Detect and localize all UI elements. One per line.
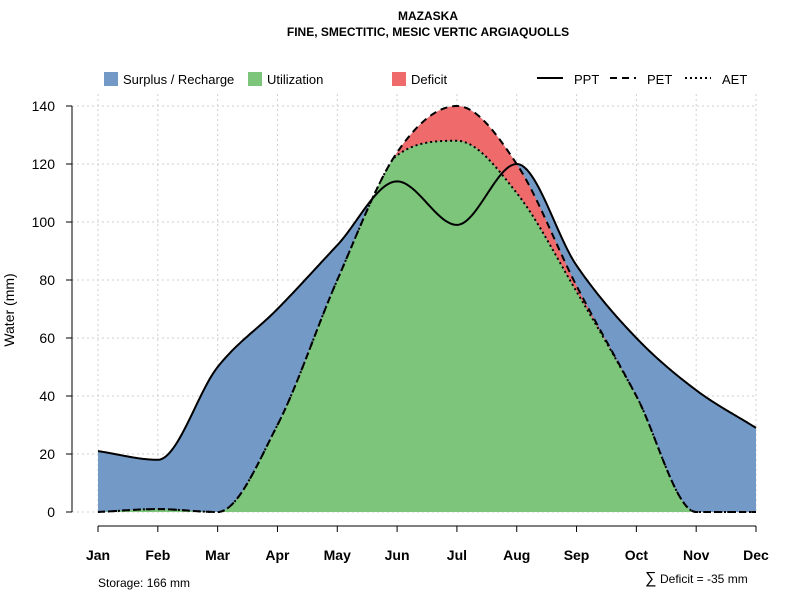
x-tick-label-jul: Jul [447, 547, 467, 563]
y-tick-label: 100 [32, 214, 56, 230]
x-tick-label-may: May [324, 547, 351, 563]
legend-swatch-0 [104, 72, 118, 86]
legend: Surplus / Recharge Utilization Deficit PPT P… [104, 72, 747, 87]
chart-title: MAZASKA [398, 9, 458, 23]
ppt-line [97, 162, 757, 461]
legend-swatch-2 [392, 72, 406, 86]
utilization-area [98, 140, 756, 513]
aet-line [97, 139, 756, 514]
legend-label-1: Utilization [267, 72, 323, 87]
x-tick-label-apr: Apr [265, 547, 290, 563]
chart-subtitle: FINE, SMECTITIC, MESIC VERTIC ARGIAQUOLL… [287, 25, 569, 39]
x-tick-label-dec: Dec [743, 547, 769, 563]
x-tick-label-mar: Mar [205, 547, 230, 563]
y-tick-label: 60 [39, 330, 55, 346]
deficit-note: Deficit = -35 mm [660, 572, 748, 586]
legend-label-aet: AET [722, 72, 747, 87]
axes: 0 20 40 60 80 100 120 140 Jan Feb Mar Apr May Jun Jul A… [32, 98, 769, 563]
y-tick-label: 80 [39, 272, 55, 288]
legend-swatch-1 [248, 72, 262, 86]
x-tick-label-jun: Jun [385, 547, 410, 563]
x-tick-label-sep: Sep [564, 547, 590, 563]
y-tick-label: 140 [32, 98, 56, 114]
x-tick-label-jan: Jan [86, 547, 110, 563]
area-fills [98, 106, 756, 513]
x-tick-label-feb: Feb [145, 547, 170, 563]
pet-line [97, 104, 756, 514]
x-tick-label-nov: Nov [683, 547, 710, 563]
y-tick-label: 120 [32, 156, 56, 172]
legend-label-pet: PET [647, 72, 672, 87]
y-axis-label: Water (mm) [1, 273, 17, 346]
sum-symbol: ∑ [645, 570, 656, 587]
legend-label-0: Surplus / Recharge [123, 72, 234, 87]
x-tick-label-oct: Oct [625, 547, 649, 563]
legend-label-ppt: PPT [574, 72, 599, 87]
storage-note: Storage: 166 mm [98, 576, 190, 590]
y-tick-label: 40 [39, 388, 55, 404]
x-tick-label-aug: Aug [503, 547, 530, 563]
y-tick-label: 0 [47, 504, 55, 520]
legend-label-2: Deficit [411, 72, 448, 87]
series-lines [97, 104, 757, 514]
y-tick-label: 20 [39, 446, 55, 462]
